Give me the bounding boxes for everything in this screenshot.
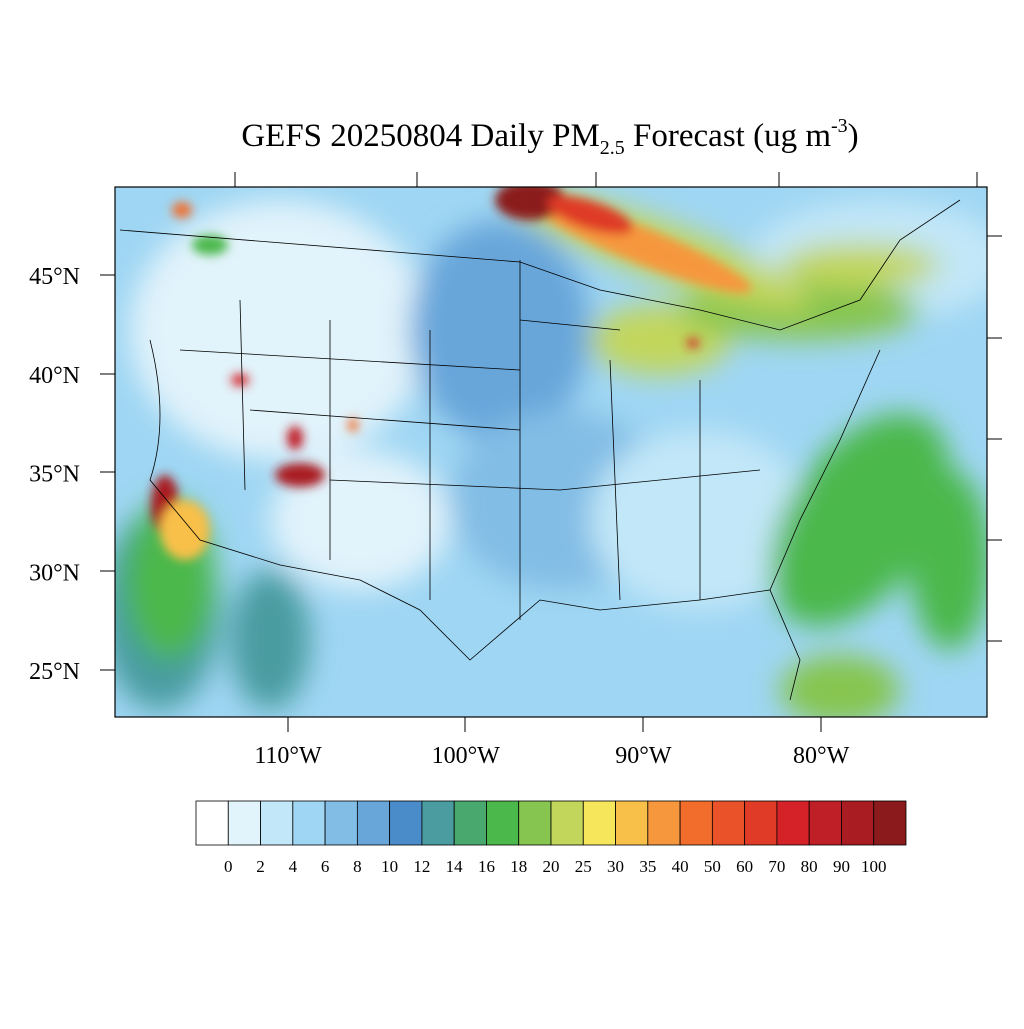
colorbar-box (453, 800, 487, 846)
colorbar-label: 10 (381, 857, 398, 876)
colorbar-label: 35 (639, 857, 656, 876)
colorbar-label: 4 (289, 857, 298, 876)
colorbar-label: 25 (575, 857, 592, 876)
title-text: GEFS 20250804 Daily PM (241, 118, 599, 154)
colorbar-box (776, 800, 810, 846)
colorbar-box (260, 800, 294, 846)
axis-labels: 45°N 40°N 35°N 30°N 25°N 110°W 100°W 90°W 80°W (29, 264, 850, 769)
colorbar-label: 2 (256, 857, 265, 876)
colorbar-label: 50 (704, 857, 721, 876)
colorbar-label: 100 (861, 857, 887, 876)
title-text: ) (848, 118, 859, 154)
title-superscript: -3 (831, 115, 848, 137)
colorbar-box (647, 800, 681, 846)
colorbar-label: 30 (607, 857, 624, 876)
boundaries (119, 199, 961, 701)
colorbar-box (873, 800, 907, 846)
lat-label: 35°N (29, 462, 80, 488)
colorbar-label: 14 (446, 857, 464, 876)
map-frame (114, 186, 988, 718)
colorbar-box (808, 800, 842, 846)
title-text: Forecast (ug m (625, 118, 832, 154)
colorbar-label: 12 (413, 857, 430, 876)
colorbar-box (615, 800, 649, 846)
colorbar-label: 8 (353, 857, 362, 876)
colorbar-box (841, 800, 875, 846)
colorbar-box (550, 800, 584, 846)
field-shading (115, 189, 987, 717)
colorbar-label: 18 (510, 857, 527, 876)
pm25-field (115, 187, 987, 717)
colorbar-label: 16 (478, 857, 495, 876)
colorbar-label: 0 (224, 857, 233, 876)
colorbar-label: 70 (768, 857, 785, 876)
lat-label: 25°N (29, 659, 80, 685)
colorbar-label: 40 (672, 857, 689, 876)
colorbar-box (195, 800, 229, 846)
colorbar-box (324, 800, 358, 846)
colorbar-box (518, 800, 552, 846)
lon-label: 100°W (432, 743, 501, 769)
lon-label: 80°W (793, 743, 850, 769)
title-subscript: 2.5 (600, 137, 625, 159)
map-title: GEFS 20250804 Daily PM2.5 Forecast (ug m… (241, 115, 858, 159)
colorbar-box (711, 800, 746, 846)
lon-label: 90°W (615, 743, 672, 769)
colorbar-box (582, 800, 616, 846)
lon-label: 110°W (254, 743, 322, 769)
colorbar-label: 20 (543, 857, 560, 876)
colorbar-label: 6 (321, 857, 330, 876)
colorbar-box (389, 800, 423, 846)
lat-label: 45°N (29, 264, 80, 290)
colorbar-box (679, 800, 713, 846)
lat-label: 30°N (29, 560, 80, 586)
lat-label: 40°N (29, 363, 80, 389)
colorbar-label: 60 (736, 857, 753, 876)
colorbar-box (292, 800, 326, 846)
colorbar-box (356, 800, 391, 846)
colorbar-label: 80 (801, 857, 818, 876)
colorbar-box (744, 800, 778, 846)
colorbar-box (421, 800, 455, 846)
colorbar-box (486, 800, 520, 846)
colorbar-label: 90 (833, 857, 850, 876)
frame-ticks (100, 172, 1002, 732)
hotspots (151, 187, 752, 560)
colorbar: 0 2 4 6 8 10 12 14 16 18 20 25 30 35 40 50 60 70 80 90 100 (195, 800, 907, 876)
colorbar-box (227, 800, 261, 846)
